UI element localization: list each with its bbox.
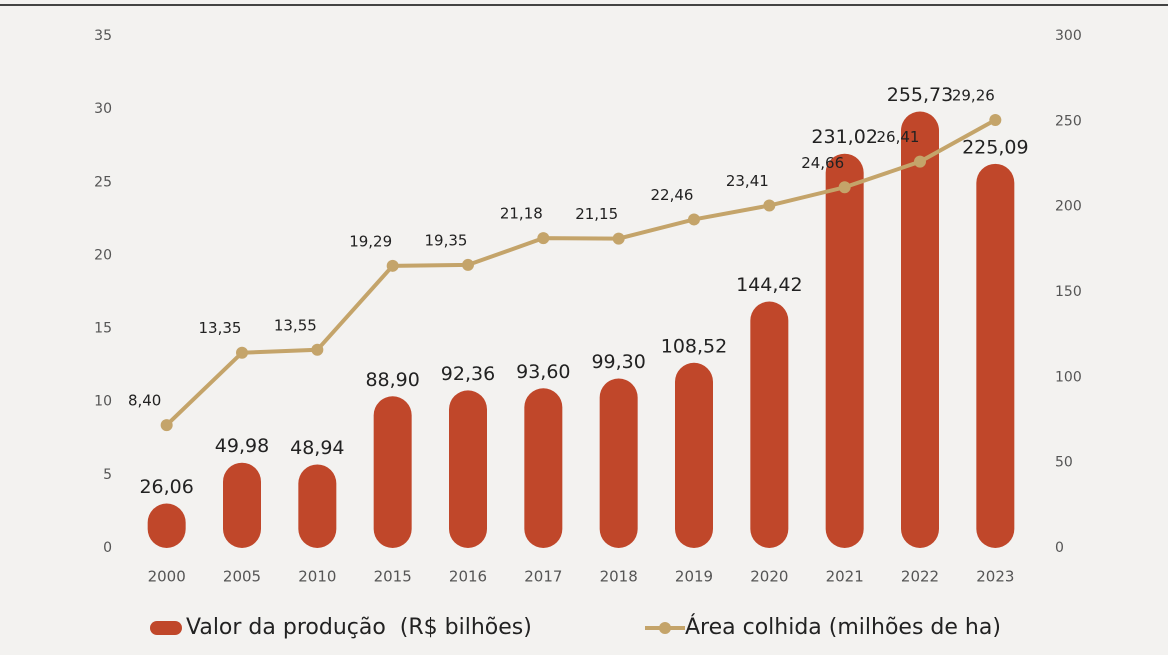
line-point	[989, 113, 1002, 126]
x-tick-label: 2017	[524, 568, 562, 586]
x-tick-label: 2023	[976, 568, 1014, 586]
y2-tick-label: 150	[1055, 284, 1082, 300]
line-value-label: 19,35	[425, 231, 468, 249]
x-tick-label: 2010	[298, 568, 336, 586]
bar-value-label: 88,90	[365, 369, 419, 391]
line-point	[311, 343, 324, 356]
bar	[147, 503, 186, 548]
legend-swatch	[150, 621, 182, 635]
line-value-label: 24,66	[801, 154, 844, 172]
legend-swatch	[659, 622, 671, 634]
y-tick-label: 30	[94, 101, 112, 117]
y2-tick-label: 250	[1055, 113, 1082, 129]
line-value-label: 13,55	[274, 316, 317, 334]
x-tick-label: 2020	[750, 568, 788, 586]
y-tick-label: 35	[94, 28, 112, 44]
line-point	[462, 258, 474, 271]
x-tick-label: 2005	[223, 568, 261, 586]
y2-tick-label: 100	[1055, 369, 1082, 385]
x-tick-label: 2018	[600, 568, 638, 586]
line-point	[914, 155, 926, 168]
line-point	[838, 181, 851, 194]
y-tick-label: 20	[94, 247, 112, 263]
bar-value-label: 108,52	[661, 335, 727, 357]
line-point	[386, 259, 399, 272]
line-value-label: 22,46	[651, 186, 694, 204]
line-value-label: 8,40	[128, 392, 161, 410]
y2-tick-label: 200	[1055, 199, 1082, 215]
bar-value-label: 99,30	[591, 351, 645, 373]
bar-value-label: 49,98	[215, 435, 269, 457]
bar-value-label: 26,06	[139, 476, 193, 498]
bar	[599, 378, 638, 548]
bar	[373, 396, 412, 548]
bar-value-label: 48,94	[290, 437, 344, 459]
bar	[901, 111, 939, 548]
line-value-label: 26,41	[877, 128, 920, 146]
bar-value-label: 231,02	[811, 126, 877, 148]
line-value-label: 23,41	[726, 172, 769, 190]
line-point	[612, 232, 625, 245]
line-point	[763, 199, 776, 212]
legend-label: Área colhida (milhões de ha)	[685, 614, 1001, 640]
line-point	[160, 419, 173, 432]
y2-tick-label: 50	[1055, 455, 1073, 471]
y2-tick-label: 0	[1055, 540, 1064, 556]
bar-value-label: 144,42	[736, 274, 802, 296]
line-point	[688, 213, 700, 226]
x-tick-label: 2000	[148, 568, 186, 586]
bar	[825, 153, 864, 548]
y-tick-label: 25	[94, 174, 112, 190]
bar	[750, 301, 789, 548]
bar	[675, 362, 713, 548]
bar-value-label: 92,36	[441, 363, 495, 385]
x-tick-label: 2021	[826, 568, 864, 586]
legend-label: Valor da produção (R$ bilhões)	[186, 615, 532, 640]
line	[165, 118, 997, 427]
y-tick-label: 0	[103, 540, 112, 556]
y2-tick-label: 300	[1055, 28, 1082, 44]
x-tick-label: 2015	[374, 568, 412, 586]
line-value-label: 29,26	[952, 86, 995, 104]
bar-value-label: 225,09	[962, 136, 1028, 158]
line-point	[236, 346, 248, 359]
bar-value-label: 255,73	[887, 84, 953, 106]
line-point	[537, 232, 550, 245]
bar-value-label: 93,60	[516, 361, 570, 383]
line-value-label: 21,15	[575, 205, 618, 223]
bar	[298, 464, 337, 548]
line-value-label: 19,29	[349, 232, 392, 250]
x-tick-label: 2022	[901, 568, 939, 586]
line-value-label: 13,35	[199, 319, 242, 337]
x-tick-label: 2016	[449, 568, 487, 586]
bar	[223, 462, 261, 548]
line-value-label: 21,18	[500, 205, 543, 223]
y-tick-label: 5	[103, 467, 112, 483]
bar	[524, 388, 563, 548]
y-tick-label: 10	[94, 394, 112, 410]
bar	[449, 390, 487, 548]
y-tick-label: 15	[94, 321, 112, 337]
bar	[976, 163, 1015, 548]
x-tick-label: 2019	[675, 568, 713, 586]
